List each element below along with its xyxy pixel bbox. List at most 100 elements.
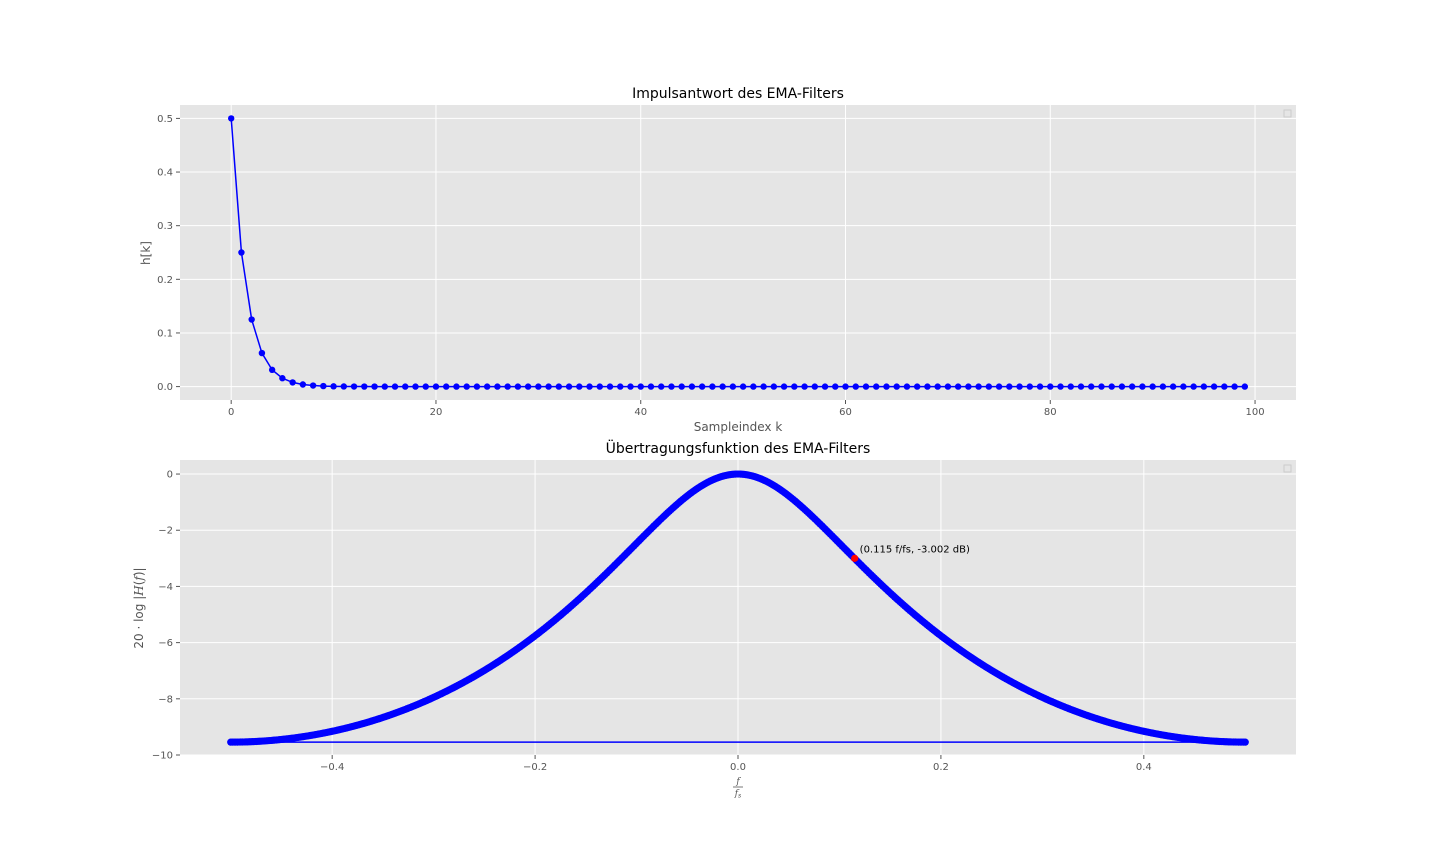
impulse-point <box>668 383 675 390</box>
impulse-point <box>1016 383 1023 390</box>
transfer-y-tick-label: −8 <box>158 694 173 705</box>
impulse-legend-box <box>1283 109 1292 118</box>
impulse-point <box>432 383 440 390</box>
impulse-point <box>361 383 368 390</box>
impulse-point <box>1128 383 1136 390</box>
impulse-point <box>227 115 235 122</box>
impulse-point <box>299 381 307 388</box>
impulse-point <box>770 383 778 390</box>
impulse-point <box>1098 383 1105 390</box>
impulse-point <box>483 383 491 390</box>
transfer-grid <box>180 460 1296 756</box>
impulse-point <box>1118 383 1126 390</box>
impulse-point <box>729 383 737 390</box>
impulse-line <box>230 118 1245 388</box>
impulse-point <box>1026 383 1033 390</box>
impulse-point <box>320 382 327 390</box>
impulse-point <box>709 383 716 390</box>
impulse-point <box>965 383 972 390</box>
transfer-annotation: (0.115 f/fs, -3.002 dB) <box>851 544 970 562</box>
impulse-point <box>862 383 870 390</box>
impulse-point <box>350 383 358 390</box>
impulse-y-tick-label: 0.0 <box>157 382 173 393</box>
impulse-point <box>1088 383 1095 390</box>
impulse-point <box>1241 383 1249 390</box>
transfer-y-tick-label: −6 <box>158 638 173 649</box>
impulse-point <box>1036 383 1044 390</box>
impulse-point <box>780 383 788 390</box>
impulse-point <box>1169 383 1177 390</box>
impulse-point <box>995 383 1003 390</box>
transfer-point <box>1241 738 1249 746</box>
impulse-x-tick-label: 0 <box>228 407 234 418</box>
impulse-point <box>545 383 552 390</box>
transfer-xlabel: f fs <box>733 777 743 800</box>
impulse-point <box>422 383 429 390</box>
impulse-point <box>975 383 982 390</box>
transfer-y-tick-label: −4 <box>158 582 173 593</box>
impulse-point <box>698 383 706 390</box>
impulse-point <box>330 383 337 390</box>
impulse-point <box>402 383 409 390</box>
impulse-point <box>903 383 911 390</box>
impulse-x-tick-label: 60 <box>839 407 852 418</box>
impulse-x-ticks: 0 20 40 60 80 100 <box>228 400 1265 418</box>
impulse-point <box>760 383 767 390</box>
impulse-point <box>524 383 532 390</box>
transfer-y-tick-label: −10 <box>152 751 173 762</box>
cutoff-label: (0.115 f/fs, -3.002 dB) <box>860 544 970 555</box>
impulse-series <box>227 115 1249 390</box>
impulse-point <box>924 383 931 390</box>
impulse-point <box>1231 383 1238 390</box>
impulse-point <box>1077 383 1085 390</box>
impulse-y-ticks: 0.0 0.1 0.2 0.3 0.4 0.5 <box>157 114 180 393</box>
impulse-point <box>1180 383 1187 390</box>
impulse-point <box>576 383 583 390</box>
impulse-y-tick-label: 0.5 <box>157 114 173 125</box>
transfer-x-ticks: −0.4 −0.2 0.0 0.2 0.4 <box>320 755 1152 773</box>
impulse-point <box>514 383 522 390</box>
impulse-x-tick-label: 20 <box>430 407 443 418</box>
impulse-x-tick-label: 80 <box>1044 407 1057 418</box>
transfer-y-tick-label: 0 <box>167 470 173 481</box>
impulse-point <box>678 383 685 390</box>
impulse-title: Impulsantwort des EMA-Filters <box>632 86 844 102</box>
impulse-point <box>340 383 348 390</box>
impulse-point <box>494 383 501 390</box>
impulse-point <box>248 316 255 323</box>
impulse-point <box>1149 383 1156 390</box>
impulse-point <box>309 382 317 389</box>
transfer-y-ticks: 0 −2 −4 −6 −8 −10 <box>152 470 180 762</box>
impulse-point <box>658 383 665 390</box>
impulse-point <box>1139 383 1146 390</box>
impulse-point <box>1221 383 1228 390</box>
impulse-point <box>811 383 818 390</box>
impulse-point <box>954 383 962 390</box>
impulse-point <box>565 383 573 390</box>
impulse-point <box>688 383 696 390</box>
impulse-point <box>453 383 460 390</box>
impulse-point <box>463 383 470 390</box>
impulse-point <box>944 383 952 390</box>
impulse-point <box>504 383 511 390</box>
impulse-point <box>586 383 593 390</box>
impulse-point <box>258 349 266 357</box>
impulse-point <box>1210 383 1218 390</box>
impulse-point <box>555 383 563 390</box>
impulse-point <box>1006 383 1013 390</box>
impulse-x-tick-label: 40 <box>634 407 647 418</box>
impulse-point <box>1200 383 1208 390</box>
transfer-y-tick-label: −2 <box>158 526 173 537</box>
impulse-point <box>750 383 757 390</box>
impulse-y-tick-label: 0.1 <box>157 328 173 339</box>
impulse-point <box>443 383 450 390</box>
impulse-point <box>381 383 388 390</box>
transfer-x-tick-label: 0.2 <box>933 762 949 773</box>
impulse-point <box>606 383 614 390</box>
impulse-point <box>279 375 286 382</box>
impulse-point <box>617 383 624 390</box>
impulse-plot-area <box>180 105 1296 400</box>
impulse-x-tick-label: 100 <box>1245 407 1264 418</box>
impulse-point <box>637 383 644 390</box>
impulse-point <box>1067 383 1074 390</box>
